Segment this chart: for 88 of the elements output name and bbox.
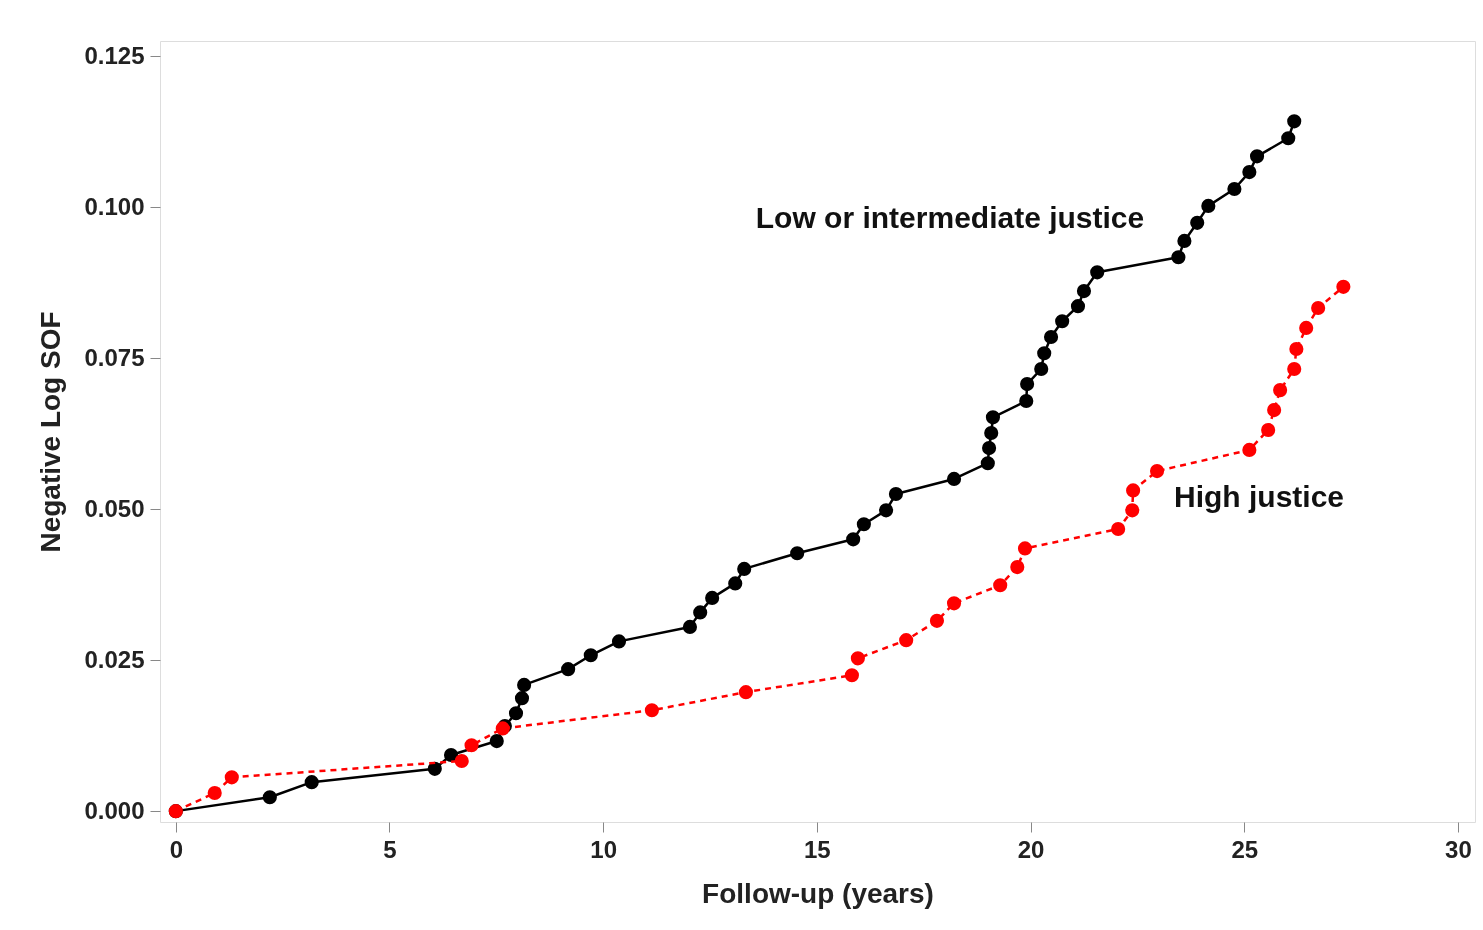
point [1090,265,1105,280]
point [561,662,576,677]
point [982,441,997,456]
point [464,738,479,753]
point [1249,149,1265,164]
point [508,706,524,721]
x-tick-label: 30 [1445,835,1472,863]
point [443,747,459,763]
x-tick-label: 25 [1231,835,1259,863]
point [1311,300,1326,316]
point [1076,284,1092,299]
point [682,619,697,634]
y-tick-label: 0.025 [84,645,145,673]
point [224,770,239,785]
series-label: Low or intermediate justice [755,201,1145,234]
x-tick-label: 5 [383,835,397,863]
point [946,471,962,486]
point [1019,393,1034,409]
point [304,775,319,790]
point [1034,361,1049,377]
point [738,685,753,700]
point [644,703,659,718]
point [1261,422,1276,438]
y-tick-label: 0.000 [84,796,145,824]
y-tick-label: 0.100 [84,192,145,220]
point [693,605,708,620]
point [790,546,805,561]
point [1171,250,1186,265]
point [517,677,532,692]
point [1289,341,1304,357]
point [1190,215,1205,230]
x-tick-label: 10 [590,835,618,863]
point [514,691,530,706]
point [262,790,277,805]
point [929,613,945,628]
point [1070,299,1086,314]
point [856,517,871,532]
y-tick-label: 0.125 [84,41,145,69]
point [1287,114,1302,129]
point [427,761,442,776]
point [611,634,627,649]
point [879,503,894,518]
point [844,668,859,683]
point [850,651,865,666]
point [899,633,914,648]
x-tick-label: 15 [804,835,831,863]
point [1043,329,1059,345]
point [489,734,504,749]
point [888,486,903,502]
x-tick-label: 20 [1017,835,1045,863]
point [980,456,995,471]
x-axis-title: Follow-up (years) [702,877,934,909]
point [1177,233,1192,248]
point [737,561,752,576]
point [1281,131,1296,146]
point [1149,464,1165,479]
point [1055,314,1070,329]
series-label: High justice [1173,480,1345,513]
point [1336,279,1351,294]
point [1037,346,1052,361]
point [984,425,999,441]
point [583,648,598,663]
point [1273,383,1288,398]
point [1287,361,1302,377]
y-tick-label: 0.075 [84,343,145,371]
y-tick-label: 0.050 [84,494,145,522]
point [1010,560,1025,575]
x-tick-label: 0 [169,835,183,863]
point [1242,442,1257,457]
point [454,753,469,769]
point [1020,377,1035,392]
point [705,590,720,605]
point [207,785,222,801]
point [1017,541,1033,556]
point [1267,403,1282,418]
point [1201,198,1216,213]
point [1227,181,1242,197]
point [1299,320,1314,335]
point [1111,521,1126,537]
point [1242,165,1257,180]
point [985,410,1000,425]
point [1126,483,1141,498]
point [728,576,743,591]
point [1125,503,1140,518]
point [946,596,962,611]
point [993,578,1008,593]
point [846,532,861,547]
y-axis-title: Negative Log SOF [35,311,67,553]
